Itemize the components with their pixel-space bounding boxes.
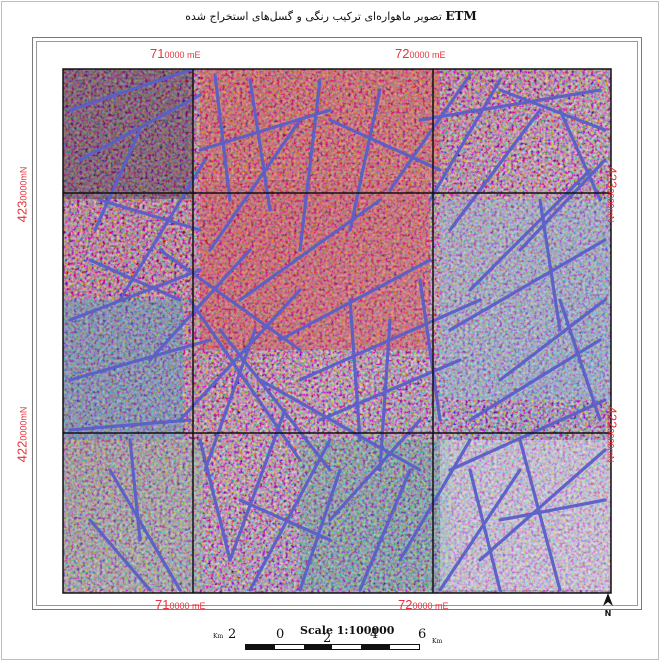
fault-line (208, 118, 302, 252)
fault-line (468, 168, 592, 292)
fault-line (428, 78, 502, 202)
fault-line (558, 298, 602, 422)
fault-line (378, 318, 392, 472)
fault-line (148, 248, 252, 362)
fault-line (388, 73, 472, 192)
fault-line (328, 418, 422, 522)
coordinate-grid (62, 68, 612, 594)
fault-line (498, 498, 607, 522)
fault-line (418, 88, 602, 122)
fault-line (478, 448, 607, 562)
fault-line (518, 158, 607, 252)
fault-line (438, 468, 522, 592)
fault-line (88, 258, 182, 302)
fault-line (98, 198, 202, 232)
fault-line (258, 378, 422, 472)
coord-right-4220000: 4220000mN (604, 406, 620, 463)
coord-left-4230000: 4230000mN (14, 166, 30, 223)
fault-line (128, 438, 142, 542)
fault-line (298, 78, 322, 252)
north-arrow-icon: N (601, 593, 615, 618)
fault-line (498, 298, 607, 382)
fault-line (418, 278, 442, 422)
fault-line (538, 198, 562, 332)
fault-line (68, 418, 192, 432)
coord-right-4230000: 4230000mN (604, 166, 620, 223)
fault-line (248, 438, 332, 592)
map-title-persian: تصویر ماهواره‌ای ترکیب رنگی و گسل‌های اس… (185, 10, 442, 23)
fault-line (78, 93, 202, 162)
coord-top-720000: 720000 mE (395, 46, 446, 61)
fault-line (498, 88, 607, 132)
map-outer-frame (32, 37, 642, 610)
fault-line (358, 468, 412, 592)
fault-line (328, 118, 442, 172)
fault-line (448, 238, 607, 332)
fault-line (398, 438, 472, 562)
fault-line (213, 73, 232, 202)
fault-line (198, 108, 332, 152)
fault-line (298, 468, 342, 592)
map-inner-frame (36, 41, 638, 606)
fault-line (93, 128, 142, 232)
fault-line (468, 468, 502, 592)
fault-line (448, 108, 542, 232)
fault-line (198, 438, 232, 562)
fault-line (68, 338, 212, 382)
fault-line (203, 328, 257, 472)
coord-bottom-720000: 720000 mE (398, 597, 449, 612)
north-arrow-label: N (604, 609, 612, 618)
fault-line (248, 78, 272, 212)
fault-line (158, 248, 302, 352)
fault-line (238, 198, 382, 302)
north-arrow-shape (603, 593, 613, 606)
fault-line (108, 468, 182, 592)
fault-line (118, 158, 207, 302)
fault-line (238, 498, 332, 542)
fault-line (448, 398, 607, 472)
fault-line (318, 358, 462, 422)
fault-line (218, 328, 332, 472)
imagery (63, 69, 611, 593)
fault-line (228, 408, 287, 562)
fault-line (68, 69, 192, 112)
fault-lineaments (68, 69, 607, 592)
fault-line (68, 268, 202, 322)
fault-line (348, 298, 362, 442)
map-title-sensor: ETM (445, 9, 477, 23)
fault-line (518, 438, 562, 592)
map-title: تصویر ماهواره‌ای ترکیب رنگی و گسل‌های اس… (0, 9, 662, 23)
coord-bottom-710000: 710000 mE (155, 597, 206, 612)
fault-line (278, 258, 432, 342)
fault-line (88, 518, 152, 592)
fault-line (348, 88, 382, 232)
fault-line (558, 108, 602, 202)
coord-top-710000: 710000 mE (150, 46, 201, 61)
coord-left-4220000: 4220000mN (14, 406, 30, 463)
